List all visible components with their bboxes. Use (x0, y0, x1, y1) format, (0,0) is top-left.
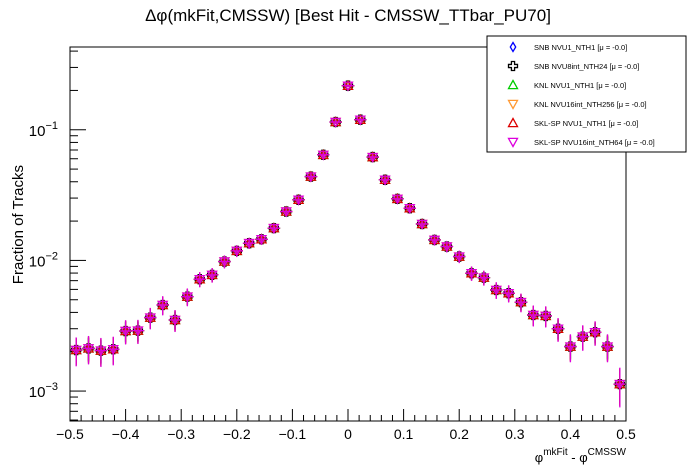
open-triangle-up-icon (507, 117, 519, 128)
legend-entry: SNB NVU1_NTH1 [μ = -0.0] (509, 41, 627, 53)
data-point (453, 252, 465, 263)
legend-label: KNL NVU1_NTH1 [μ = -0.0] (534, 81, 626, 90)
data-point (292, 195, 305, 206)
x-axis-label: φmkFit - φCMSSW (535, 447, 627, 465)
x-tick-label: 0 (344, 426, 352, 442)
series-5 (69, 81, 627, 408)
legend-label: KNL NVU16int_NTH256 [μ = -0.0] (534, 100, 647, 109)
data-point (490, 285, 502, 296)
data-point (577, 332, 589, 343)
data-point (367, 152, 379, 163)
data-point (601, 342, 614, 353)
data-point (614, 379, 626, 390)
data-point (305, 172, 317, 183)
y-tick-label: 10−2 (29, 250, 58, 270)
legend-label: SNB NVU1_NTH1 [μ = -0.0] (534, 43, 627, 52)
open-triangle-down-icon (507, 99, 519, 110)
x-tick-label: 0.4 (561, 426, 581, 442)
data-points (69, 79, 627, 408)
x-tick-label: −0.3 (167, 426, 195, 442)
x-tick-label: 0.2 (449, 426, 469, 442)
legend-entry: SNB NVU8int_NTH24 [μ = -0.0] (507, 60, 639, 72)
legend-box (486, 35, 687, 153)
legend-entry: SKL-SP NVU16int_NTH64 [μ = -0.0] (507, 137, 655, 148)
legend-label: SNB NVU8int_NTH24 [μ = -0.0] (534, 62, 639, 71)
data-point (552, 324, 564, 335)
data-point (268, 223, 280, 234)
data-point (527, 310, 539, 321)
y-axis-label: Fraction of Tracks (10, 165, 27, 284)
data-point (144, 313, 156, 324)
open-triangle-down-icon (507, 137, 519, 148)
data-point (206, 270, 218, 281)
data-point (107, 344, 119, 356)
data-point (354, 115, 366, 126)
data-point (231, 246, 243, 257)
data-point (194, 274, 206, 286)
data-point (391, 194, 404, 205)
legend-entry: KNL NVU16int_NTH256 [μ = -0.0] (507, 99, 647, 110)
y-tick-label: 10−1 (29, 120, 58, 140)
chart-title: Δφ(mkFit,CMSSW) [Best Hit - CMSSW_TTbar_… (145, 6, 551, 25)
open-triangle-up-icon (507, 79, 519, 90)
data-point (95, 346, 107, 357)
data-point (169, 315, 181, 326)
data-point (589, 327, 601, 339)
data-point (503, 288, 515, 300)
data-point (416, 219, 428, 230)
y-tick-label: 10−3 (29, 381, 58, 401)
data-point (157, 300, 169, 311)
data-point (515, 297, 527, 309)
x-tick-label: −0.1 (279, 426, 307, 442)
open-diamond-icon (509, 41, 517, 53)
data-point (82, 344, 95, 355)
legend-label: SKL-SP NVU1_NTH1 [μ = -0.0] (534, 119, 638, 128)
data-point (70, 345, 82, 356)
data-point (181, 292, 193, 303)
data-point (255, 235, 268, 246)
data-point (330, 117, 342, 128)
plot-frame (69, 46, 627, 422)
data-point (465, 268, 478, 280)
open-cross-icon (507, 60, 519, 72)
legend-label: SKL-SP NVU16int_NTH64 [μ = -0.0] (534, 138, 655, 147)
legend-entry: SKL-SP NVU1_NTH1 [μ = -0.0] (507, 117, 638, 128)
legend: SNB NVU1_NTH1 [μ = -0.0] SNB NVU8int_NTH2… (486, 35, 687, 153)
data-point (379, 175, 391, 186)
data-point (132, 326, 144, 337)
x-tick-label: −0.5 (56, 426, 84, 442)
data-point (428, 235, 441, 246)
data-point (404, 203, 416, 215)
axis-ticks: −0.5 −0.4 −0.3 −0.2 −0.1 0 0.1 0.2 0.3 0.4 0.5 10−1… (29, 50, 636, 442)
data-point (540, 311, 552, 322)
data-point (564, 342, 577, 353)
data-point (243, 238, 255, 250)
x-tick-label: 0.3 (505, 426, 525, 442)
x-tick-label: 0.1 (394, 426, 414, 442)
data-point (478, 273, 490, 284)
data-point (441, 242, 453, 253)
x-tick-label: −0.4 (112, 426, 140, 442)
data-point (342, 81, 354, 92)
data-point (280, 207, 292, 218)
legend-entry: KNL NVU1_NTH1 [μ = -0.0] (507, 79, 626, 90)
x-tick-label: 0.5 (616, 426, 636, 442)
data-point (317, 150, 329, 161)
data-point (119, 326, 132, 337)
x-tick-label: −0.2 (223, 426, 251, 442)
data-point (218, 257, 231, 268)
